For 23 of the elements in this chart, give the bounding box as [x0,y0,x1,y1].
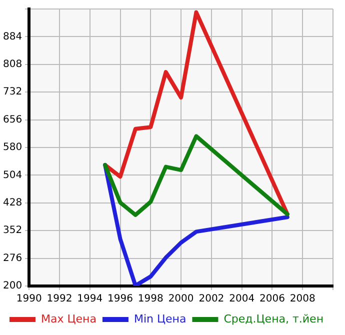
x-tick-label: 1990 [16,294,42,305]
legend-label: Max Цена [40,312,96,326]
x-tick-label: 1996 [108,294,133,305]
x-tick-label: 2002 [198,294,224,305]
x-tick-label: 1992 [46,294,72,305]
y-tick-label: 884 [2,31,22,42]
legend-label: Min Цена [134,312,186,326]
y-tick-label: 732 [2,86,22,98]
x-tick-label: 2004 [229,294,255,305]
x-tick-label: 2000 [168,294,194,305]
x-tick-label: 2008 [290,294,316,305]
x-tick-label: 1998 [138,294,164,305]
legend-label: Сред.Цена, т.йен [224,312,324,326]
y-tick-label: 808 [2,58,22,70]
y-tick-label: 580 [2,142,22,154]
y-tick-label: 352 [2,225,22,236]
y-tick-label: 200 [2,280,22,292]
y-tick-label: 276 [2,252,22,264]
y-tick-label: 656 [2,114,22,126]
y-tick-label: 504 [2,170,22,181]
x-tick-label: 1994 [77,294,103,305]
x-tick-label: 2006 [259,294,285,305]
y-tick-label: 428 [2,197,22,208]
